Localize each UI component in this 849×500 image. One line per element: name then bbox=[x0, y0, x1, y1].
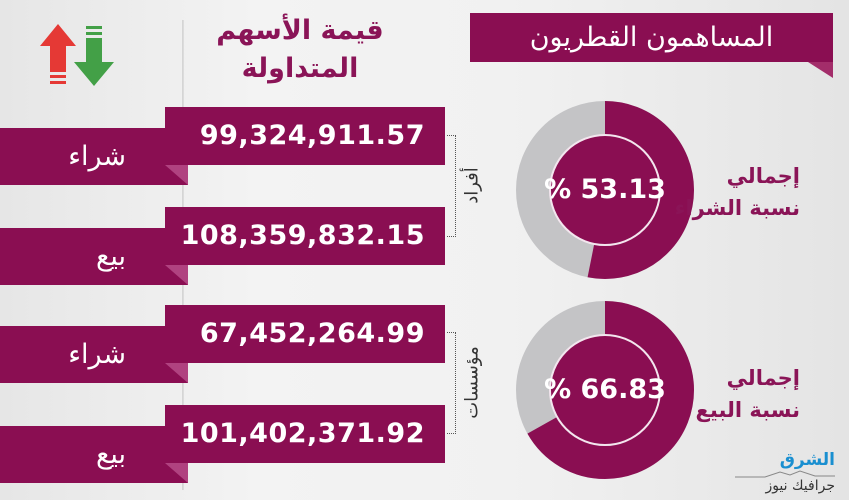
sell-percentage-donut: % 66.83 bbox=[515, 300, 695, 480]
label-fold bbox=[165, 463, 188, 483]
buy-percentage-donut: % 53.13 bbox=[515, 100, 695, 280]
label-fold bbox=[165, 363, 188, 383]
institutions-group-label: مؤسسات bbox=[461, 346, 483, 419]
institutions-bracket bbox=[447, 332, 456, 434]
individuals-sell-value: 108,359,832.15 bbox=[165, 207, 445, 265]
label-fold bbox=[165, 265, 188, 285]
red-up-arrow-icon bbox=[40, 24, 76, 84]
institutions-buy-label: شراء bbox=[0, 326, 188, 383]
sell-label-line2: نسبة البيع bbox=[695, 398, 800, 422]
sell-label-line1: إجمالي bbox=[726, 366, 800, 390]
institutions-sell-value: 101,402,371.92 bbox=[165, 405, 445, 463]
donut-chart-graphic bbox=[516, 301, 694, 479]
buy-percentage-value: % 53.13 bbox=[544, 174, 666, 205]
individuals-buy-label: شراء bbox=[0, 128, 188, 185]
sell-percentage-label: إجمالي نسبة البيع bbox=[660, 362, 800, 426]
individuals-bracket bbox=[447, 135, 456, 237]
buy-label-line1: إجمالي bbox=[726, 164, 800, 188]
header-banner: المساهمون القطريون bbox=[470, 13, 833, 62]
donut-chart-graphic bbox=[516, 101, 694, 279]
logo-brand: الشرق bbox=[779, 450, 835, 470]
main-title-line2: المتداولة bbox=[241, 53, 359, 84]
main-title: قيمة الأسهم المتداولة bbox=[195, 12, 405, 88]
sell-percentage-value: % 66.83 bbox=[544, 374, 666, 405]
publisher-logo: الشرق جرافيك نيوز bbox=[735, 450, 835, 494]
institutions-buy-value: 67,452,264.99 bbox=[165, 305, 445, 363]
logo-subtitle: جرافيك نيوز bbox=[765, 478, 835, 494]
main-title-line1: قيمة الأسهم bbox=[216, 15, 384, 46]
buy-label-line2: نسبة الشراء bbox=[674, 196, 800, 220]
individuals-sell-label: بيع bbox=[0, 228, 188, 285]
label-fold bbox=[165, 165, 188, 185]
individuals-buy-value: 99,324,911.57 bbox=[165, 107, 445, 165]
green-down-arrow-icon bbox=[74, 26, 114, 86]
institutions-sell-label: بيع bbox=[0, 426, 188, 483]
logo-mountain-line-icon bbox=[735, 470, 835, 478]
banner-fold bbox=[808, 62, 833, 78]
up-down-arrows-icon bbox=[40, 24, 114, 86]
buy-percentage-label: إجمالي نسبة الشراء bbox=[660, 160, 800, 224]
individuals-group-label: أفراد bbox=[461, 167, 483, 204]
